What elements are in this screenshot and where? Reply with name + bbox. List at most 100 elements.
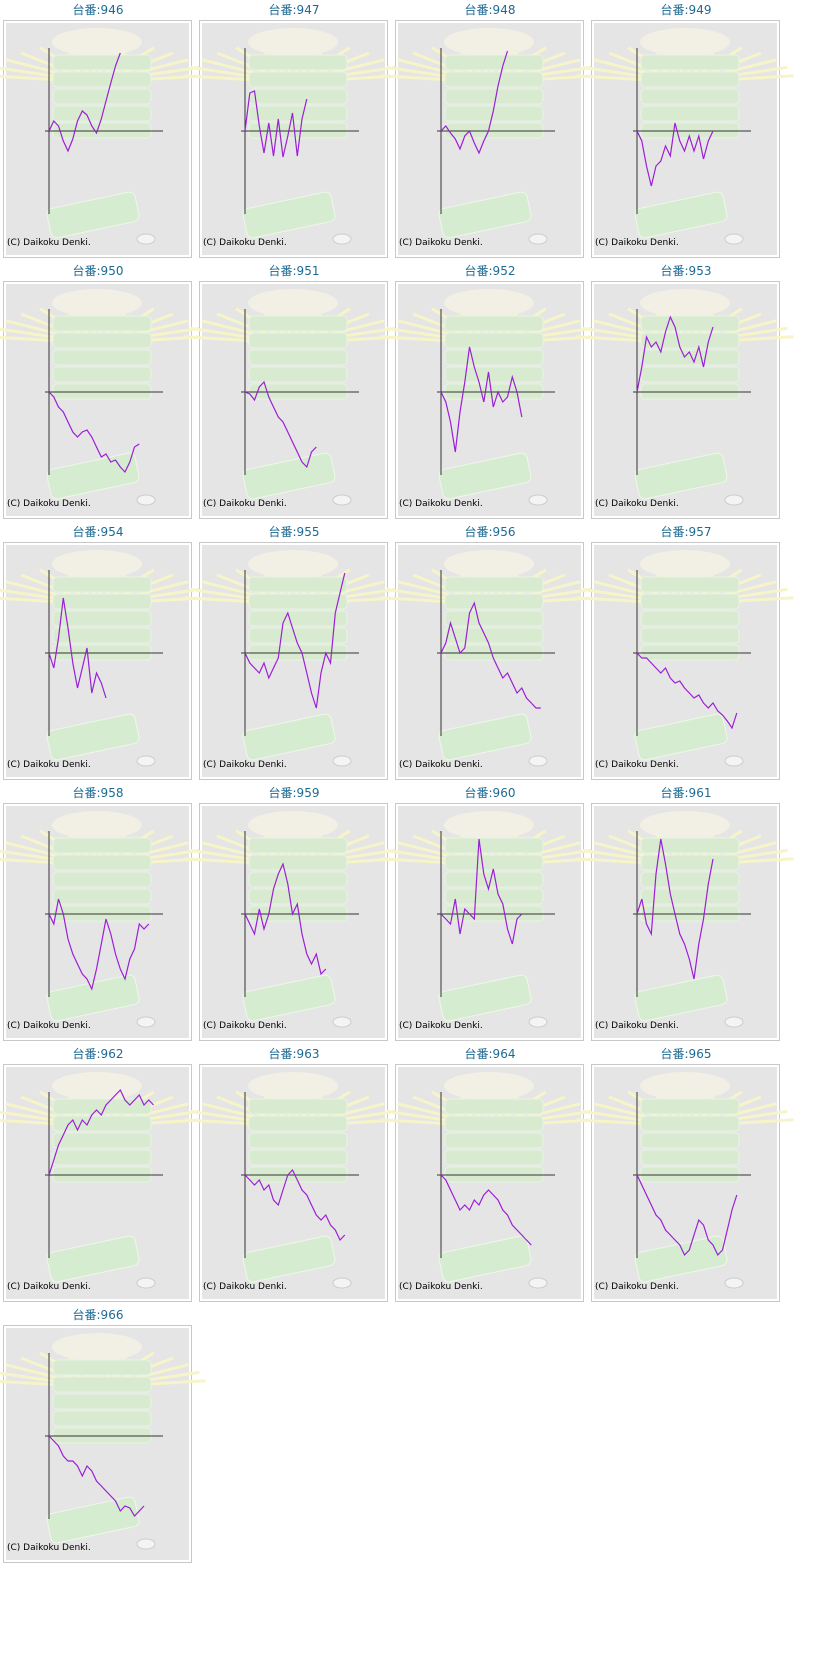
deco-top: [444, 289, 534, 317]
deco-block: [444, 837, 544, 854]
deco-block: [248, 871, 348, 888]
panel-title: 台番:954: [73, 524, 124, 539]
deco-block: [248, 332, 348, 349]
deco-block: [52, 1132, 152, 1149]
copyright: (C) Daikoku Denki.: [7, 1543, 91, 1553]
deco-coin: [724, 494, 744, 506]
slump-panel: 台番:948 (C) Daikoku Denki.: [380, 2, 598, 258]
panel-title: 台番:957: [661, 524, 712, 539]
slump-panel: 台番:951 (C) Daikoku Denki.: [184, 263, 402, 519]
deco-block: [52, 610, 152, 627]
deco-block: [52, 627, 152, 644]
deco-top: [52, 811, 142, 839]
slump-panel: 台番:953 (C) Daikoku Denki.: [576, 263, 794, 519]
deco-top: [248, 28, 338, 56]
deco-top: [248, 550, 338, 578]
deco-tray: [242, 974, 336, 1022]
deco-coin: [332, 494, 352, 506]
deco-coin: [528, 494, 548, 506]
deco-block: [52, 837, 152, 854]
slump-line: [636, 122, 714, 187]
copyright: (C) Daikoku Denki.: [399, 1282, 483, 1292]
deco-coin: [528, 233, 548, 245]
copyright: (C) Daikoku Denki.: [399, 760, 483, 770]
deco-block: [444, 888, 544, 905]
panel-title: 台番:960: [465, 785, 516, 800]
panel-title: 台番:951: [269, 263, 320, 278]
slump-line: [440, 838, 523, 945]
deco-block: [640, 1132, 740, 1149]
deco-top: [248, 289, 338, 317]
slump-line: [48, 391, 140, 474]
slump-line: [244, 1168, 346, 1242]
deco-block: [52, 1359, 152, 1376]
panel-title: 台番:962: [73, 1046, 124, 1061]
panel-title: 台番:952: [465, 263, 516, 278]
deco-block: [248, 105, 348, 122]
deco-block: [444, 71, 544, 88]
deco-block: [52, 1376, 152, 1393]
deco-block: [640, 888, 740, 905]
slump-panel: 台番:949 (C) Daikoku Denki.: [576, 2, 794, 258]
slump-panel: 台番:947 (C) Daikoku Denki.: [184, 2, 402, 258]
slump-line: [440, 346, 523, 453]
copyright: (C) Daikoku Denki.: [595, 238, 679, 248]
deco-block: [52, 366, 152, 383]
deco-top: [248, 811, 338, 839]
deco-block: [248, 854, 348, 871]
deco-block: [640, 105, 740, 122]
deco-block: [640, 88, 740, 105]
deco-tray: [242, 191, 336, 239]
deco-block: [444, 366, 544, 383]
slump-panel: 台番:962 (C) Daikoku Denki.: [0, 1046, 206, 1302]
deco-block: [444, 576, 544, 593]
deco-tray: [634, 713, 728, 761]
deco-block: [52, 1115, 152, 1132]
deco-block: [52, 888, 152, 905]
deco-tray: [242, 452, 336, 500]
deco-top: [52, 1072, 142, 1100]
panel-title: 台番:959: [269, 785, 320, 800]
copyright: (C) Daikoku Denki.: [7, 760, 91, 770]
deco-block: [444, 349, 544, 366]
deco-block: [52, 576, 152, 593]
deco-block: [52, 349, 152, 366]
deco-top: [52, 1333, 142, 1361]
deco-coin: [136, 494, 156, 506]
deco-tray: [634, 974, 728, 1022]
deco-block: [248, 71, 348, 88]
deco-coin: [724, 233, 744, 245]
panel-title: 台番:949: [661, 2, 712, 17]
deco-block: [52, 105, 152, 122]
slump-panel: 台番:946 (C) Daikoku Denki.: [0, 2, 206, 258]
slump-line: [48, 597, 107, 699]
deco-block: [640, 1098, 740, 1115]
slump-line: [48, 898, 150, 991]
deco-tray: [242, 713, 336, 761]
panel-title: 台番:955: [269, 524, 320, 539]
slump-panel: 台番:960 (C) Daikoku Denki.: [380, 785, 598, 1041]
deco-top: [640, 28, 730, 56]
copyright: (C) Daikoku Denki.: [595, 1282, 679, 1292]
slump-panel: 台番:956 (C) Daikoku Denki.: [380, 524, 598, 780]
copyright: (C) Daikoku Denki.: [7, 1282, 91, 1292]
deco-top: [444, 28, 534, 56]
deco-block: [52, 88, 152, 105]
deco-block: [52, 315, 152, 332]
deco-block: [248, 1098, 348, 1115]
slump-line: [48, 1088, 154, 1176]
deco-block: [640, 1115, 740, 1132]
slump-panel: 台番:952 (C) Daikoku Denki.: [380, 263, 598, 519]
slump-panel: 台番:950 (C) Daikoku Denki.: [0, 263, 206, 519]
slump-panel: 台番:954 (C) Daikoku Denki.: [0, 524, 206, 780]
panel-title: 台番:948: [465, 2, 516, 17]
deco-block: [52, 871, 152, 888]
copyright: (C) Daikoku Denki.: [399, 238, 483, 248]
slump-line: [636, 1174, 738, 1257]
deco-coin: [528, 755, 548, 767]
panel-title: 台番:958: [73, 785, 124, 800]
slump-panel: 台番:966 (C) Daikoku Denki.: [0, 1307, 206, 1563]
deco-block: [248, 888, 348, 905]
slump-panel: 台番:957 (C) Daikoku Denki.: [576, 524, 794, 780]
panel-title: 台番:947: [269, 2, 320, 17]
